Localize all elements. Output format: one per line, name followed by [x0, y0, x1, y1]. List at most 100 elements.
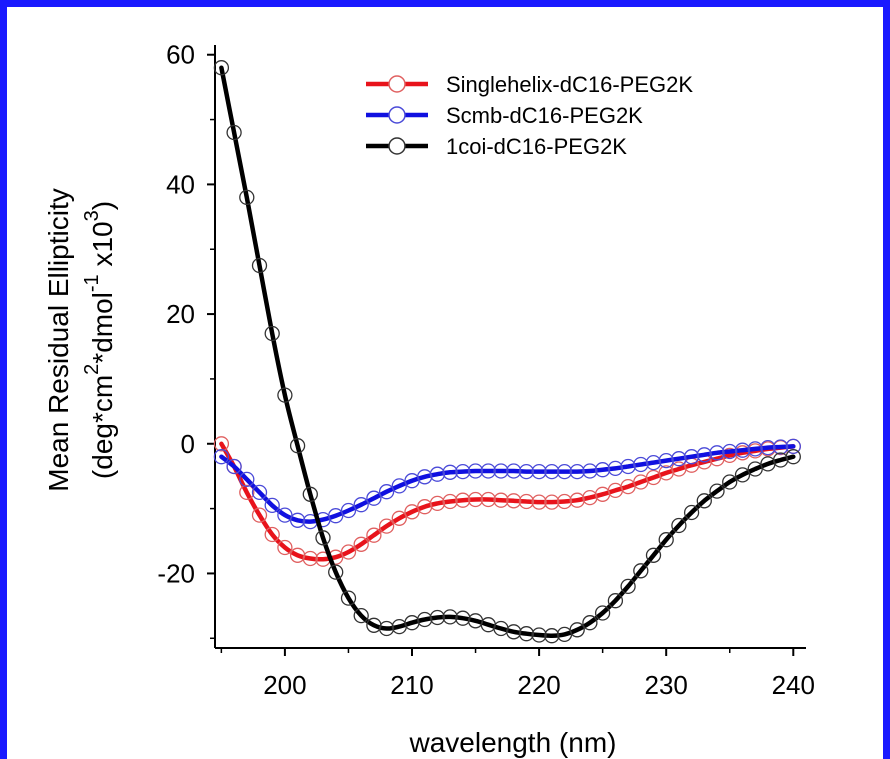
- data-point: [645, 454, 662, 471]
- series-2: [213, 60, 801, 644]
- y-axis-title-line2-group: (deg*cm2*dmol-1 x103): [81, 201, 118, 479]
- data-point: [658, 452, 674, 469]
- data-point: [340, 590, 357, 606]
- legend-swatch-marker: [388, 75, 406, 93]
- data-point: [213, 449, 230, 465]
- data-point: [633, 563, 649, 579]
- data-point: [506, 463, 522, 479]
- data-point: [226, 458, 242, 475]
- y-unit-part-7: ): [87, 201, 118, 210]
- legend-swatch-marker: [388, 137, 406, 155]
- data-point: [417, 611, 433, 628]
- data-point: [544, 463, 560, 480]
- data-point: [493, 492, 509, 508]
- legend-label: 1coi-dC16-PEG2K: [446, 134, 627, 159]
- y-unit-sup-6: 3: [81, 210, 103, 221]
- y-axis-title-group: Mean Residual Ellipticity: [43, 188, 74, 491]
- data-point: [607, 460, 624, 477]
- data-point: [239, 471, 255, 488]
- y-tick-label: 60: [166, 40, 195, 70]
- y-axis-title-line2: (deg*cm2*dmol-1 x103): [81, 201, 118, 479]
- data-point: [518, 493, 535, 510]
- data-point: [645, 547, 662, 563]
- legend-label: Singlehelix-dC16-PEG2K: [446, 72, 693, 97]
- data-point: [480, 463, 496, 479]
- data-point: [391, 478, 407, 494]
- data-point: [620, 458, 636, 475]
- data-point: [239, 484, 255, 501]
- data-point: [353, 536, 369, 552]
- data-point: [722, 443, 738, 460]
- data-point: [556, 493, 573, 510]
- data-point: [620, 578, 636, 595]
- series-1: [213, 438, 801, 530]
- data-point: [467, 491, 484, 508]
- data-point: [785, 449, 801, 465]
- data-point: [277, 507, 293, 523]
- x-axis-title: wavelength (nm): [409, 727, 617, 758]
- data-point: [722, 474, 738, 490]
- data-point: [785, 438, 801, 455]
- legend-swatch-marker: [388, 106, 406, 124]
- plot-ticks: 200 210 220 230 240 -20 0 20 40 60: [157, 40, 815, 700]
- data-point: [302, 486, 318, 502]
- data-point: [277, 539, 293, 556]
- data-point: [277, 387, 293, 403]
- y-unit-part-5: x10: [87, 221, 118, 274]
- data-point: [722, 447, 738, 464]
- data-point: [455, 463, 471, 480]
- data-point: [429, 466, 446, 482]
- data-point: [366, 527, 382, 543]
- data-point: [544, 628, 560, 644]
- data-point: [709, 445, 725, 461]
- data-point: [683, 504, 700, 521]
- data-point: [378, 484, 395, 500]
- data-point: [531, 494, 547, 510]
- data-point: [289, 438, 306, 454]
- x-tick-label: 200: [263, 670, 306, 700]
- data-point: [531, 463, 547, 480]
- data-point: [213, 436, 230, 452]
- data-point: [747, 441, 763, 457]
- data-point: [226, 124, 242, 141]
- y-unit-part-1: (deg*cm: [87, 375, 118, 479]
- y-tick-label: 40: [166, 169, 195, 199]
- data-point: [264, 526, 280, 543]
- data-point: [594, 605, 611, 621]
- data-point: [696, 447, 712, 463]
- x-tick-label: 220: [517, 670, 560, 700]
- data-point: [518, 626, 535, 642]
- data-point: [480, 491, 496, 508]
- y-unit-sup-4: -1: [81, 274, 103, 292]
- data-point: [442, 493, 458, 510]
- data-point: [251, 484, 268, 501]
- data-point: [633, 456, 649, 473]
- data-point: [264, 325, 280, 342]
- series-0: [213, 436, 801, 567]
- plot-axes: [214, 45, 806, 649]
- data-point: [683, 449, 700, 465]
- data-point: [506, 624, 522, 640]
- data-point: [213, 60, 230, 76]
- data-point: [442, 609, 458, 625]
- data-point: [429, 495, 446, 512]
- data-point: [760, 439, 776, 456]
- series-layer: [213, 60, 801, 644]
- data-point: [569, 463, 585, 480]
- data-point: [378, 518, 395, 534]
- y-tick-label: -20: [157, 558, 195, 588]
- data-point: [264, 497, 280, 514]
- data-point: [734, 442, 751, 458]
- data-point: [353, 497, 369, 513]
- x-tick-label: 240: [772, 670, 815, 700]
- y-axis-title-line1: Mean Residual Ellipticity: [43, 188, 74, 491]
- data-point: [340, 544, 357, 560]
- data-point: [671, 517, 687, 534]
- y-unit-sup-2: 2: [81, 364, 103, 375]
- data-point: [607, 593, 624, 609]
- data-point: [518, 463, 535, 480]
- data-point: [658, 532, 674, 548]
- data-point: [493, 463, 509, 479]
